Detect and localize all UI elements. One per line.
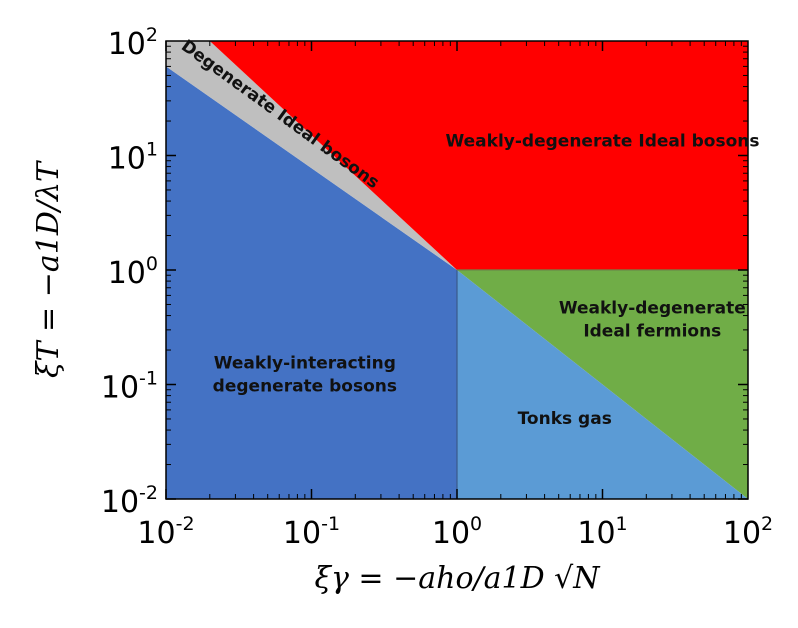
x-tick-label: 10-2 — [137, 513, 194, 551]
y-tick-label: 10-1 — [101, 368, 158, 406]
x-tick-label: 102 — [723, 513, 773, 551]
region-degenerate-ideal-bosons — [166, 41, 457, 270]
y-tick-label: 102 — [108, 24, 158, 62]
region-tonks-gas — [457, 270, 748, 499]
y-tick-label: 100 — [108, 253, 158, 291]
region-label: Weakly-degenerate Ideal bosons — [446, 131, 760, 151]
x-tick-label: 10-1 — [283, 513, 340, 551]
axis-labels-layer: ξγ = −aho/a1D √N ξT = −a1D/λT — [31, 160, 601, 596]
ticks-layer: 10-2 10-1 100 101 102 10-2 10-1 100 101 102 — [101, 24, 773, 551]
region-label: Weakly-interacting degenerate bosons — [213, 353, 397, 396]
regions-layer — [166, 41, 749, 500]
region-weakly-degenerate-ideal-bosons — [209, 41, 749, 270]
y-tick-label: 10-2 — [101, 482, 158, 520]
y-tick-label: 101 — [108, 139, 158, 177]
region-weakly-interacting-degenerate-bosons — [166, 66, 457, 500]
x-tick-label: 100 — [432, 513, 482, 551]
x-axis-label: ξγ = −aho/a1D √N — [314, 561, 601, 596]
x-tick-label: 101 — [577, 513, 627, 551]
y-axis-label: ξT = −a1D/λT — [31, 160, 66, 378]
region-label: Weakly-degenerate Ideal fermions — [559, 299, 746, 342]
region-label: Tonks gas — [518, 409, 612, 429]
